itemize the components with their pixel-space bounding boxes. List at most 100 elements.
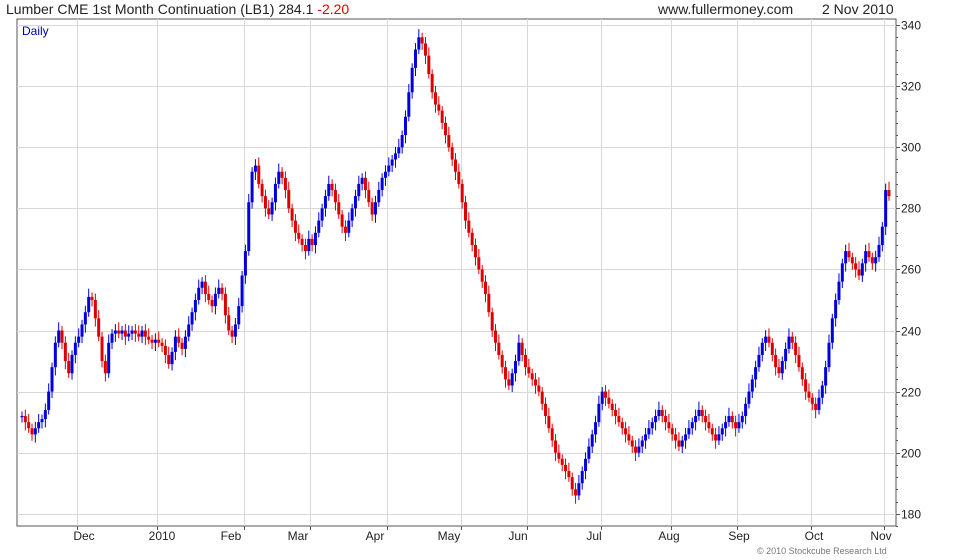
candle-body [37, 422, 41, 429]
candle-body [360, 177, 364, 184]
candle-body [784, 348, 788, 362]
candle-body [847, 251, 851, 258]
candle-body [393, 153, 397, 160]
candle-body [584, 458, 588, 472]
candle-body [537, 385, 541, 392]
candle-body [390, 159, 394, 166]
candle-body [877, 245, 881, 258]
candle-body [413, 49, 417, 68]
candle-body [197, 287, 201, 300]
candle-body [807, 391, 811, 398]
chart-title: Lumber CME 1st Month Continuation (LB1) … [6, 1, 349, 17]
candle-body [437, 104, 441, 111]
y-tick-label: 220 [901, 386, 921, 400]
candle-body [377, 190, 381, 203]
candle-body [447, 135, 451, 148]
candle-body [527, 367, 531, 374]
candle-body [614, 409, 618, 417]
candle-body [87, 296, 91, 313]
candle-body [90, 296, 94, 300]
x-tick-label: Apr [366, 529, 385, 543]
candle-body [820, 385, 824, 398]
candle-body [610, 403, 614, 410]
x-tick-label: Dec [73, 529, 94, 543]
candle-body [657, 409, 661, 417]
candle-body [47, 391, 51, 410]
candle-body [193, 299, 197, 313]
candle-body [587, 446, 591, 459]
candle-body [710, 428, 714, 435]
candle-body [30, 428, 34, 435]
candle-body [110, 333, 114, 343]
candle-body [247, 202, 251, 252]
candle-body [724, 422, 728, 429]
candle-body [790, 336, 794, 343]
candle-body [180, 342, 184, 349]
candle-body [477, 257, 481, 270]
candle-body [40, 419, 44, 423]
candle-body [460, 183, 464, 203]
candle-body [380, 177, 384, 191]
candle-body [540, 391, 544, 404]
x-tick-label: Jun [508, 529, 527, 543]
candle-body [367, 190, 371, 203]
candle-body [450, 147, 454, 160]
candle-body [287, 190, 291, 209]
candle-body [260, 183, 264, 197]
candle-body [147, 336, 151, 340]
candle-body [173, 336, 177, 352]
candle-body [510, 373, 514, 386]
candle-body [700, 409, 704, 417]
instrument-name: Lumber CME 1st Month Continuation (LB1) [6, 1, 275, 17]
candle-body [23, 416, 27, 423]
candle-body [674, 434, 678, 441]
candle-body [103, 361, 107, 374]
candle-body [290, 208, 294, 221]
x-tick-label: 2010 [149, 529, 176, 543]
candle-body [864, 251, 868, 264]
candle-body [20, 416, 24, 418]
candle-body [200, 281, 204, 288]
candle-body [130, 330, 134, 334]
candle-body [327, 183, 331, 197]
candle-body [343, 226, 347, 233]
candle-body [810, 397, 814, 404]
candle-body [750, 379, 754, 392]
candle-body [217, 287, 221, 294]
candle-body [574, 489, 578, 496]
candle-body [420, 37, 424, 44]
candle-body [333, 190, 337, 203]
candle-body [237, 306, 241, 325]
candle-body [714, 434, 718, 441]
candle-body [133, 330, 137, 334]
candle-body [824, 367, 828, 386]
candle-body [594, 422, 598, 435]
candle-body [163, 345, 167, 355]
candle-body [580, 471, 584, 484]
x-tick-label: Nov [870, 529, 891, 543]
candle-body [467, 220, 471, 233]
candle-body [564, 464, 568, 472]
candle-body [383, 171, 387, 178]
candle-body [100, 336, 104, 362]
candle-body [407, 92, 411, 117]
period-label: Daily [22, 24, 49, 38]
candle-body [300, 238, 304, 246]
candle-body [223, 293, 227, 316]
x-tick-label: Sep [728, 529, 750, 543]
candle-body [280, 171, 284, 178]
candle-body [250, 171, 254, 203]
candle-body [387, 165, 391, 172]
candle-body [480, 269, 484, 282]
copyright-notice: © 2010 Stockcube Research Ltd [757, 546, 887, 556]
candle-body [143, 330, 147, 337]
candle-body [830, 318, 834, 343]
candle-body [310, 238, 314, 246]
candle-body [117, 330, 121, 334]
candle-body [227, 315, 231, 331]
candle-body [83, 312, 87, 325]
candle-body [774, 354, 778, 368]
candle-body [854, 263, 858, 270]
candle-body [323, 196, 327, 209]
candle-body [123, 330, 127, 337]
